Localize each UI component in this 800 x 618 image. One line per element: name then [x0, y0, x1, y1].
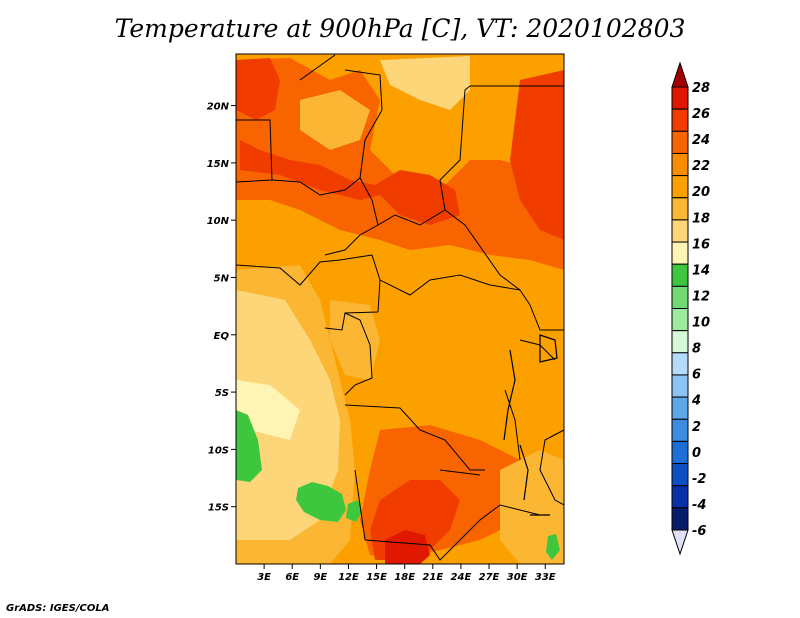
- colorbar-label: 18: [692, 211, 710, 226]
- map-title: Temperature at 900hPa [C], VT: 202010280…: [114, 14, 686, 43]
- colorbar-label: -4: [692, 498, 706, 513]
- colorbar-label: 6: [692, 368, 701, 383]
- grads-credit: GrADS: IGES/COLA: [6, 603, 110, 614]
- lon-tick-label: 15E: [366, 572, 387, 583]
- colorbar-label: 22: [692, 159, 710, 174]
- colorbar-swatch: [671, 330, 689, 354]
- east-hot-core: [510, 70, 564, 240]
- colorbar-top-arrow: [671, 61, 689, 88]
- colorbar-label: 10: [692, 316, 710, 331]
- lon-tick-label: 12E: [338, 572, 359, 583]
- map-frame: [235, 53, 565, 565]
- colorbar-swatch: [671, 507, 689, 531]
- colorbar-swatch: [671, 86, 689, 110]
- colorbar-label: 0: [692, 446, 701, 461]
- colorbar-label: 4: [691, 394, 701, 409]
- congo-basin: [330, 280, 520, 420]
- colorbar-swatch: [671, 374, 689, 398]
- green-patch-south: [296, 482, 346, 522]
- colorbar-swatch: [671, 396, 689, 420]
- colorbar-label: 12: [692, 289, 710, 304]
- colorbar-label: 24: [692, 133, 710, 148]
- lakes: [503, 334, 558, 516]
- lat-tick-label: 5N: [214, 273, 230, 284]
- lat-tick-label: 15N: [207, 159, 230, 170]
- colorbar-swatch: [671, 130, 689, 154]
- lon-tick-label: 30E: [507, 572, 528, 583]
- colorbar-swatch: [671, 485, 689, 509]
- temperature-map: [236, 54, 564, 564]
- green-patch-west: [236, 410, 262, 482]
- lat-tick-label: 10S: [208, 445, 229, 456]
- colorbar-swatch: [671, 440, 689, 465]
- gabon-cooler: [330, 300, 380, 380]
- lon-tick-label: 21E: [422, 572, 443, 583]
- northeast-cooler: [380, 56, 470, 110]
- lon-tick-label: 24E: [451, 572, 472, 583]
- colorbar-label: 28: [692, 81, 710, 96]
- colorbar-label: 14: [692, 263, 710, 278]
- northwest-hot: [236, 58, 280, 120]
- longitude-axis: 3E 6E 9E 12E 15E 18E 21E 24E 27E 30E 33E: [257, 564, 556, 583]
- colorbar-label: 8: [692, 342, 701, 357]
- colorbar-swatch: [671, 197, 689, 221]
- colorbar-swatch: [671, 418, 689, 442]
- lat-tick-label: EQ: [214, 331, 230, 342]
- colorbar-swatch: [671, 463, 689, 487]
- colorbar-swatch: [671, 308, 689, 332]
- sahel-hot-core: [240, 140, 460, 225]
- lon-tick-label: 27E: [479, 572, 500, 583]
- lon-tick-label: 6E: [285, 572, 299, 583]
- lon-tick-label: 18E: [394, 572, 415, 583]
- colorbar-label: 26: [692, 107, 710, 122]
- southeast-green: [546, 534, 560, 560]
- colorbar-label: 20: [692, 185, 710, 200]
- colorbar-label: -6: [692, 524, 706, 539]
- green-patch-small: [346, 500, 362, 522]
- colorbar-label: -2: [692, 472, 706, 487]
- colorbar-swatch: [671, 263, 689, 287]
- lon-tick-label: 9E: [313, 572, 327, 583]
- lat-tick-label: 20N: [207, 102, 230, 113]
- colorbar-swatch: [671, 285, 689, 310]
- colorbar-swatch: [671, 108, 689, 132]
- latitude-axis: 20N 15N 10N 5N EQ 5S 10S 15S: [207, 102, 236, 514]
- colorbar-swatch: [671, 175, 689, 199]
- colorbar-label: 16: [692, 237, 710, 252]
- lat-tick-label: 10N: [207, 216, 230, 227]
- lat-tick-label: 15S: [208, 503, 229, 514]
- lon-tick-label: 33E: [535, 572, 556, 583]
- southern-hottest: [385, 530, 430, 564]
- country-borders: [236, 54, 564, 561]
- colorbar-swatch: [671, 219, 689, 243]
- colorbar-swatch: [671, 352, 689, 376]
- north-cooler-patch: [300, 90, 370, 150]
- colorbar-label: 2: [692, 420, 701, 435]
- lon-tick-label: 3E: [257, 572, 271, 583]
- colorbar-swatch: [671, 152, 689, 177]
- colorbar-bottom-arrow: [671, 529, 689, 556]
- colorbar-swatch: [671, 241, 689, 265]
- southeast-cooler: [500, 450, 564, 564]
- lat-tick-label: 5S: [215, 388, 229, 399]
